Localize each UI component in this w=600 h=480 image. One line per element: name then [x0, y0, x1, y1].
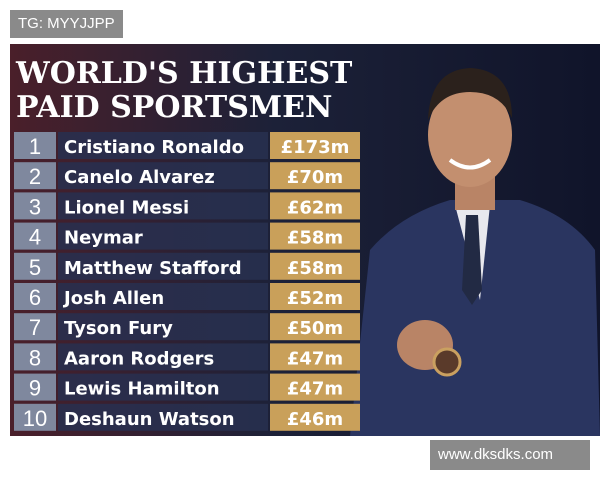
rank: 7: [29, 315, 41, 340]
earnings: £62m: [287, 197, 343, 218]
earnings-cell: [270, 313, 360, 341]
earnings-cell: [270, 252, 360, 280]
earnings: £173m: [281, 137, 350, 158]
rank: 9: [29, 376, 41, 401]
name: Deshaun Watson: [64, 409, 235, 430]
name: Tyson Fury: [64, 318, 173, 339]
earnings: £47m: [287, 348, 343, 369]
title-line: WORLD'S HIGHEST: [15, 56, 353, 91]
name: Josh Allen: [62, 288, 164, 309]
earnings: £58m: [287, 258, 343, 279]
watermark: www.dksdks.com: [430, 440, 590, 470]
earnings: £50m: [287, 318, 343, 339]
rank: 10: [23, 406, 47, 431]
ranking-table: 1 Cristiano Ronaldo £173m 2 Canelo Alvarez £7…: [14, 132, 360, 431]
name: Cristiano Ronaldo: [64, 137, 244, 158]
name: Matthew Stafford: [64, 258, 242, 279]
rank: 4: [29, 225, 41, 250]
earnings-cell: [270, 162, 360, 190]
name-cell: [58, 313, 268, 341]
earnings-cell: [270, 192, 360, 220]
earnings-cell: [270, 343, 360, 371]
earnings: £46m: [287, 409, 343, 430]
name-cell: [58, 222, 268, 250]
earnings-cell: [270, 403, 360, 431]
name-cell: [58, 343, 268, 371]
name-cell: [58, 373, 268, 401]
name: Canelo Alvarez: [64, 167, 215, 188]
rank: 5: [29, 255, 41, 280]
name: Aaron Rodgers: [64, 348, 214, 369]
earnings: £70m: [287, 167, 343, 188]
rank-cell: [14, 373, 56, 401]
rank-cell: [14, 162, 56, 190]
name-cell: [58, 192, 268, 220]
earnings-cell: [270, 132, 360, 159]
rank-cell: [14, 283, 56, 310]
rank-cell: [14, 192, 56, 220]
name: Lionel Messi: [64, 197, 189, 218]
earnings: £58m: [287, 228, 343, 249]
name-cell: [58, 132, 268, 159]
rank-cell: [14, 313, 56, 341]
name: Neymar: [64, 228, 143, 249]
rank: 2: [29, 164, 41, 189]
earnings: £52m: [287, 288, 343, 309]
rank: 8: [29, 345, 41, 370]
title-line: PAID SPORTSMEN: [16, 90, 332, 125]
rank: 3: [29, 194, 41, 219]
photo: [350, 68, 600, 436]
rank-cell: [14, 132, 56, 159]
name-cell: [58, 283, 268, 310]
earnings-cell: [270, 373, 360, 401]
rank: 1: [29, 134, 41, 159]
watermark: TG: MYYJJPP: [10, 10, 123, 38]
name-cell: [58, 252, 268, 280]
earnings-cell: [270, 222, 360, 250]
earnings-cell: [270, 283, 360, 310]
name-cell: [58, 162, 268, 190]
rank-cell: [14, 343, 56, 371]
earnings: £47m: [287, 379, 343, 400]
rank-cell: [14, 252, 56, 280]
rank-cell: [14, 222, 56, 250]
rank: 6: [29, 285, 41, 310]
name-cell: [58, 403, 268, 431]
name: Lewis Hamilton: [64, 379, 220, 400]
rank-cell: [14, 403, 56, 431]
